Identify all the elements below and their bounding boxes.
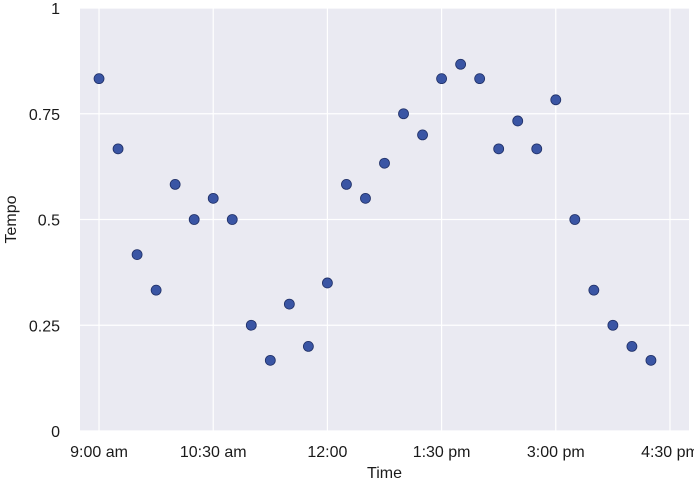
data-point	[588, 284, 600, 296]
data-point	[474, 73, 486, 85]
y-tick-label: 0.25	[29, 318, 60, 335]
data-point	[360, 192, 371, 204]
y-tick-label: 1	[51, 1, 60, 18]
data-point	[93, 73, 105, 85]
data-point	[626, 340, 638, 352]
data-point	[398, 108, 409, 120]
data-point	[131, 249, 143, 261]
x-tick-label: 9:00 am	[70, 444, 128, 461]
data-point	[264, 354, 276, 366]
data-point	[188, 214, 200, 225]
data-point	[645, 354, 657, 366]
data-point	[283, 298, 295, 310]
y-tick-label: 0.5	[38, 213, 60, 230]
data-point	[245, 319, 257, 331]
x-tick-labels: 9:00 am 10:30 am 12:00 1:30 pm 3:00 pm 4:30 p…	[70, 444, 694, 461]
data-point	[169, 178, 181, 190]
data-point	[550, 94, 562, 106]
data-point	[531, 143, 543, 155]
data-point	[417, 129, 428, 141]
data-point	[207, 192, 219, 204]
y-tick-label: 0	[51, 424, 60, 441]
gridlines	[80, 7, 689, 432]
data-point	[112, 143, 124, 155]
data-point	[607, 319, 619, 331]
data-point	[379, 157, 390, 169]
data-point	[322, 277, 333, 289]
x-tick-label: 1:30 pm	[413, 444, 471, 461]
y-tick-label: 0.75	[29, 107, 60, 124]
x-axis-label: Time	[367, 465, 402, 481]
x-tick-label: 4:30 pm	[641, 444, 694, 461]
x-tick-label: 12:00	[307, 444, 347, 461]
data-point	[493, 143, 505, 155]
x-tick-label: 3:00 pm	[527, 444, 585, 461]
data-point	[512, 115, 524, 127]
data-point	[436, 73, 447, 85]
data-point	[569, 214, 581, 225]
data-point	[226, 214, 238, 225]
data-point	[302, 340, 314, 352]
x-tick-label: 10:30 am	[180, 444, 247, 461]
data-point	[455, 58, 467, 70]
data-points	[93, 58, 657, 366]
data-point	[150, 284, 162, 296]
y-tick-labels: 0 0.25 0.5 0.75 1	[29, 1, 60, 441]
data-point	[341, 178, 352, 190]
y-axis-label: Tempo	[3, 195, 20, 243]
